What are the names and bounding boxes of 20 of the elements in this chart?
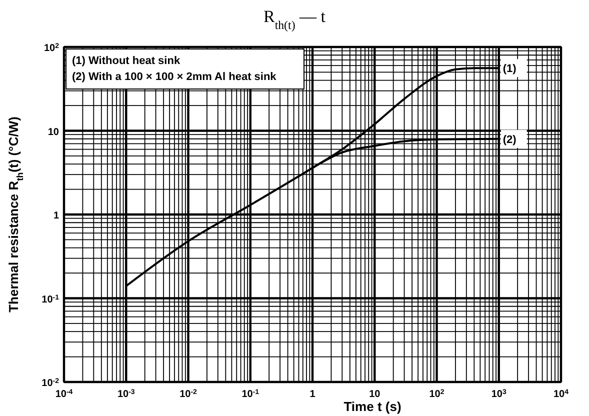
x-tick-label: 10$^{3}$ [491,388,506,400]
series-label: (1) [502,63,517,76]
y-tick-label: 10$^{2}$ [44,42,60,54]
annotation: (1) Without heat sink [72,55,181,67]
y-tick-label: 10$^{-1}$ [42,294,60,306]
chart-title: R$_{th(t)}$ — t [263,7,326,32]
annotation: (2) With a 100 × 100 × 2mm Al heat sink [72,71,278,83]
y-tick-label: 1 [53,210,60,222]
y-tick-label: 10$^{-2}$ [42,378,60,389]
x-axis-title: Time t (s) [344,399,402,414]
x-tick-label: 10$^{-2}$ [180,388,198,400]
x-tick-label: 10 [369,389,381,400]
x-tick-label: 10$^{-4}$ [55,388,73,400]
x-tick-label: 10$^{-1}$ [242,388,260,400]
x-tick-label: 10$^{-3}$ [117,388,135,400]
x-tick-label: 10$^{4}$ [553,388,569,400]
x-tick-label: 1 [310,389,316,400]
series-label: (2) [502,134,517,146]
y-tick-label: 10 [48,126,60,138]
x-tick-label: 10$^{2}$ [429,388,444,400]
